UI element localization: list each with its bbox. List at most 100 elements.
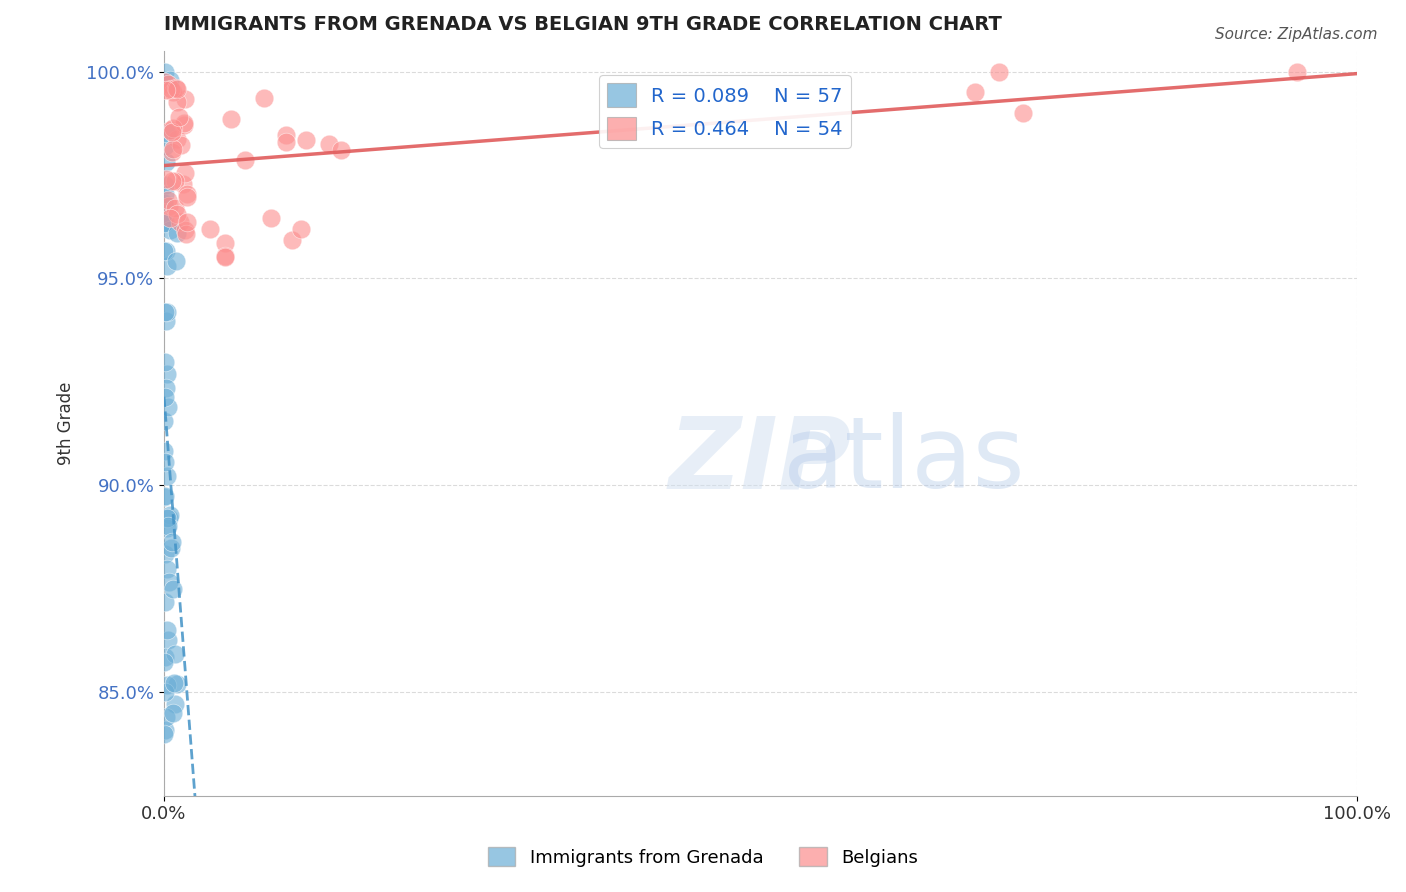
Point — [156, 561, 179, 575]
Point — [153, 244, 176, 258]
Point — [166, 677, 188, 691]
Point — [214, 235, 236, 250]
Point — [174, 92, 197, 106]
Text: Source: ZipAtlas.com: Source: ZipAtlas.com — [1215, 27, 1378, 42]
Point — [155, 216, 177, 230]
Point — [219, 112, 242, 126]
Point — [153, 414, 176, 428]
Point — [155, 314, 177, 328]
Point — [163, 173, 186, 187]
Point — [156, 193, 179, 207]
Point — [162, 142, 184, 156]
Point — [159, 199, 181, 213]
Point — [162, 120, 184, 135]
Point — [159, 211, 181, 226]
Point — [155, 244, 177, 258]
Point — [166, 95, 188, 109]
Point — [157, 633, 180, 648]
Point — [163, 648, 186, 662]
Point — [162, 582, 184, 596]
Point — [329, 143, 352, 157]
Text: IMMIGRANTS FROM GRENADA VS BELGIAN 9TH GRADE CORRELATION CHART: IMMIGRANTS FROM GRENADA VS BELGIAN 9TH G… — [165, 15, 1002, 34]
Point — [160, 541, 183, 555]
Point — [153, 195, 176, 210]
Point — [162, 85, 184, 99]
Point — [155, 710, 177, 724]
Point — [162, 706, 184, 720]
Point — [214, 249, 236, 263]
Point — [156, 126, 179, 140]
Legend: R = 0.089    N = 57, R = 0.464    N = 54: R = 0.089 N = 57, R = 0.464 N = 54 — [599, 76, 851, 148]
Point — [166, 81, 188, 95]
Point — [1286, 64, 1309, 78]
Point — [162, 145, 184, 160]
Point — [153, 491, 176, 505]
Legend: Immigrants from Grenada, Belgians: Immigrants from Grenada, Belgians — [481, 840, 925, 874]
Point — [274, 128, 297, 142]
Point — [163, 675, 186, 690]
Point — [159, 223, 181, 237]
Point — [166, 81, 188, 95]
Point — [156, 624, 179, 638]
Point — [163, 697, 186, 711]
Point — [174, 223, 197, 237]
Point — [318, 136, 340, 151]
Point — [159, 123, 181, 137]
Point — [160, 534, 183, 549]
Point — [290, 222, 312, 236]
Point — [173, 116, 195, 130]
Point — [173, 166, 195, 180]
Point — [159, 508, 181, 522]
Point — [156, 77, 179, 91]
Point — [155, 83, 177, 97]
Point — [153, 547, 176, 561]
Point — [166, 132, 188, 146]
Point — [156, 259, 179, 273]
Point — [160, 125, 183, 139]
Point — [156, 304, 179, 318]
Point — [157, 400, 180, 414]
Point — [214, 250, 236, 264]
Point — [159, 73, 181, 87]
Point — [167, 110, 190, 124]
Point — [176, 214, 198, 228]
Point — [153, 489, 176, 503]
Point — [253, 91, 276, 105]
Point — [295, 133, 318, 147]
Point — [153, 727, 176, 741]
Point — [153, 216, 176, 230]
Point — [166, 207, 188, 221]
Point — [276, 135, 298, 149]
Point — [155, 380, 177, 394]
Point — [170, 138, 193, 153]
Point — [174, 227, 197, 242]
Point — [176, 187, 198, 202]
Point — [176, 190, 198, 204]
Point — [155, 172, 177, 186]
Point — [153, 139, 176, 153]
Point — [153, 305, 176, 319]
Text: atlas: atlas — [783, 412, 1025, 509]
Point — [157, 511, 180, 525]
Point — [155, 649, 177, 664]
Point — [155, 521, 177, 535]
Point — [160, 174, 183, 188]
Text: ZIP: ZIP — [669, 412, 852, 509]
Point — [153, 64, 176, 78]
Point — [172, 177, 194, 191]
Point — [988, 64, 1011, 78]
Point — [156, 469, 179, 483]
Point — [233, 153, 256, 167]
Y-axis label: 9th Grade: 9th Grade — [58, 382, 75, 465]
Point — [260, 211, 283, 225]
Point — [156, 518, 179, 533]
Point — [156, 368, 179, 382]
Point — [153, 595, 176, 609]
Point — [153, 684, 176, 698]
Point — [156, 511, 179, 525]
Point — [155, 186, 177, 201]
Point — [153, 455, 176, 469]
Point — [965, 85, 987, 99]
Point — [163, 201, 186, 215]
Point — [153, 723, 176, 737]
